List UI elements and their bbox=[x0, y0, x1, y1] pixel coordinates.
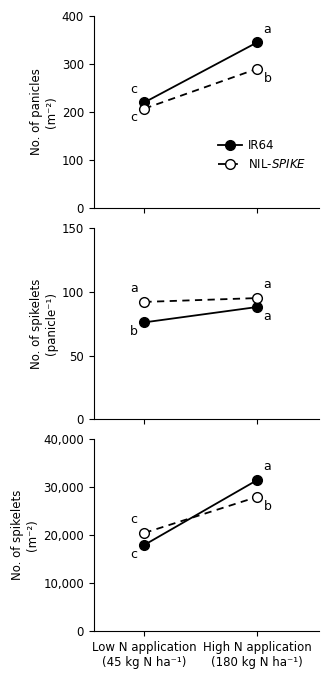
Y-axis label: No. of spikelets
(panicle⁻¹): No. of spikelets (panicle⁻¹) bbox=[30, 278, 58, 369]
Text: a: a bbox=[264, 310, 272, 323]
Text: a: a bbox=[264, 278, 272, 291]
Text: a: a bbox=[264, 460, 272, 473]
Text: c: c bbox=[131, 548, 138, 561]
Text: c: c bbox=[131, 513, 138, 526]
Text: a: a bbox=[130, 282, 138, 295]
Text: c: c bbox=[131, 83, 138, 96]
Y-axis label: No. of spikelets
(m⁻²): No. of spikelets (m⁻²) bbox=[11, 490, 39, 581]
Text: c: c bbox=[131, 112, 138, 124]
Text: b: b bbox=[130, 325, 138, 338]
Y-axis label: No. of panicles
(m⁻²): No. of panicles (m⁻²) bbox=[30, 69, 58, 156]
Text: b: b bbox=[264, 500, 272, 513]
Text: a: a bbox=[264, 22, 272, 36]
Legend: IR64, NIL-$\it{SPIKE}$: IR64, NIL-$\it{SPIKE}$ bbox=[216, 137, 309, 173]
Text: b: b bbox=[264, 71, 272, 85]
